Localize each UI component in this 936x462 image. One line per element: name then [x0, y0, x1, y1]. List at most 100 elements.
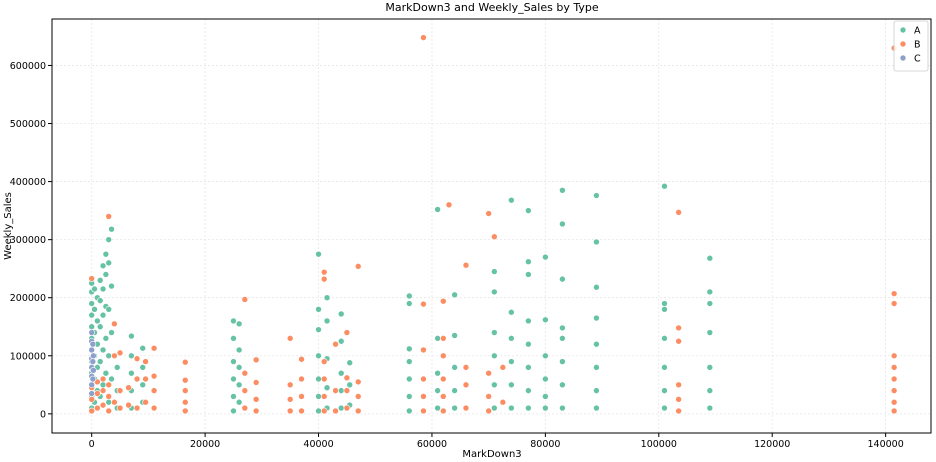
data-point	[491, 329, 498, 336]
data-point	[128, 369, 135, 377]
data-point	[439, 407, 447, 415]
legend-label-A: A	[914, 26, 921, 37]
data-point	[354, 263, 362, 270]
data-point	[230, 358, 237, 365]
data-point	[96, 358, 104, 365]
data-point	[241, 369, 249, 377]
data-point	[491, 381, 498, 389]
data-point	[235, 346, 243, 354]
data-point	[343, 387, 351, 394]
y-tick-label: 400000	[10, 177, 46, 188]
data-point	[706, 300, 714, 307]
data-point	[661, 335, 668, 342]
data-points	[88, 34, 898, 415]
data-point	[706, 387, 714, 394]
data-point	[439, 352, 447, 360]
data-point	[96, 323, 104, 331]
data-point	[462, 261, 470, 269]
data-point	[102, 335, 110, 342]
data-point	[354, 407, 362, 415]
data-point	[542, 253, 549, 261]
data-point	[675, 209, 682, 216]
data-point	[150, 404, 158, 412]
data-point	[128, 352, 135, 360]
data-point	[405, 358, 413, 365]
data-point	[542, 352, 549, 360]
data-point	[451, 364, 458, 371]
x-tick-label: 40000	[303, 439, 333, 450]
data-point	[235, 320, 243, 328]
data-point	[181, 358, 189, 366]
data-point	[116, 387, 124, 394]
data-point	[150, 344, 158, 352]
data-point	[661, 300, 668, 307]
data-point	[94, 390, 101, 397]
data-point	[241, 404, 249, 412]
series-C	[88, 329, 97, 397]
data-point	[420, 407, 427, 415]
data-point	[485, 393, 492, 400]
data-point	[125, 401, 132, 409]
data-point	[434, 404, 441, 412]
data-point	[675, 396, 682, 403]
data-point	[99, 311, 107, 319]
data-point	[99, 346, 107, 354]
x-tick-label: 0	[89, 439, 95, 450]
data-point	[142, 398, 149, 406]
data-point	[108, 282, 115, 290]
data-point	[298, 355, 305, 363]
data-point	[111, 320, 118, 328]
data-point	[890, 398, 898, 406]
x-tick-label: 140000	[867, 439, 903, 450]
data-point	[542, 393, 549, 400]
data-point	[485, 369, 492, 377]
data-point	[88, 311, 95, 319]
data-point	[434, 206, 441, 213]
data-point	[111, 352, 118, 360]
data-point	[332, 340, 339, 348]
y-tick-label: 0	[40, 409, 46, 420]
data-point	[499, 364, 507, 371]
data-point	[99, 401, 107, 409]
data-point	[332, 407, 339, 415]
data-point	[298, 407, 305, 415]
data-point	[286, 407, 294, 415]
x-tick-label: 100000	[641, 439, 677, 450]
legend-box	[893, 20, 929, 72]
data-point	[181, 376, 189, 384]
data-point	[890, 300, 898, 307]
data-point	[661, 306, 668, 313]
data-point	[139, 381, 147, 389]
data-point	[343, 404, 351, 412]
data-point	[108, 375, 115, 383]
data-point	[89, 375, 97, 383]
data-point	[525, 387, 532, 394]
data-point	[508, 358, 515, 365]
data-point	[150, 372, 158, 380]
data-point	[102, 369, 110, 377]
data-point	[439, 297, 447, 305]
data-point	[230, 375, 237, 383]
data-point	[99, 381, 107, 389]
data-point	[91, 285, 98, 293]
data-point	[181, 407, 189, 415]
series-B	[88, 34, 898, 415]
data-point	[525, 364, 532, 371]
data-point	[88, 323, 95, 331]
grid	[52, 19, 931, 433]
data-point	[105, 398, 113, 406]
data-point	[125, 384, 132, 392]
data-point	[102, 271, 110, 278]
data-point	[105, 306, 113, 313]
data-point	[661, 182, 668, 190]
data-point	[706, 288, 714, 296]
data-point	[139, 344, 147, 352]
data-point	[706, 404, 714, 412]
data-point	[559, 324, 566, 332]
data-point	[298, 393, 305, 400]
data-point	[108, 329, 115, 336]
data-point	[405, 345, 413, 353]
data-point	[890, 352, 898, 360]
data-point	[337, 337, 345, 345]
